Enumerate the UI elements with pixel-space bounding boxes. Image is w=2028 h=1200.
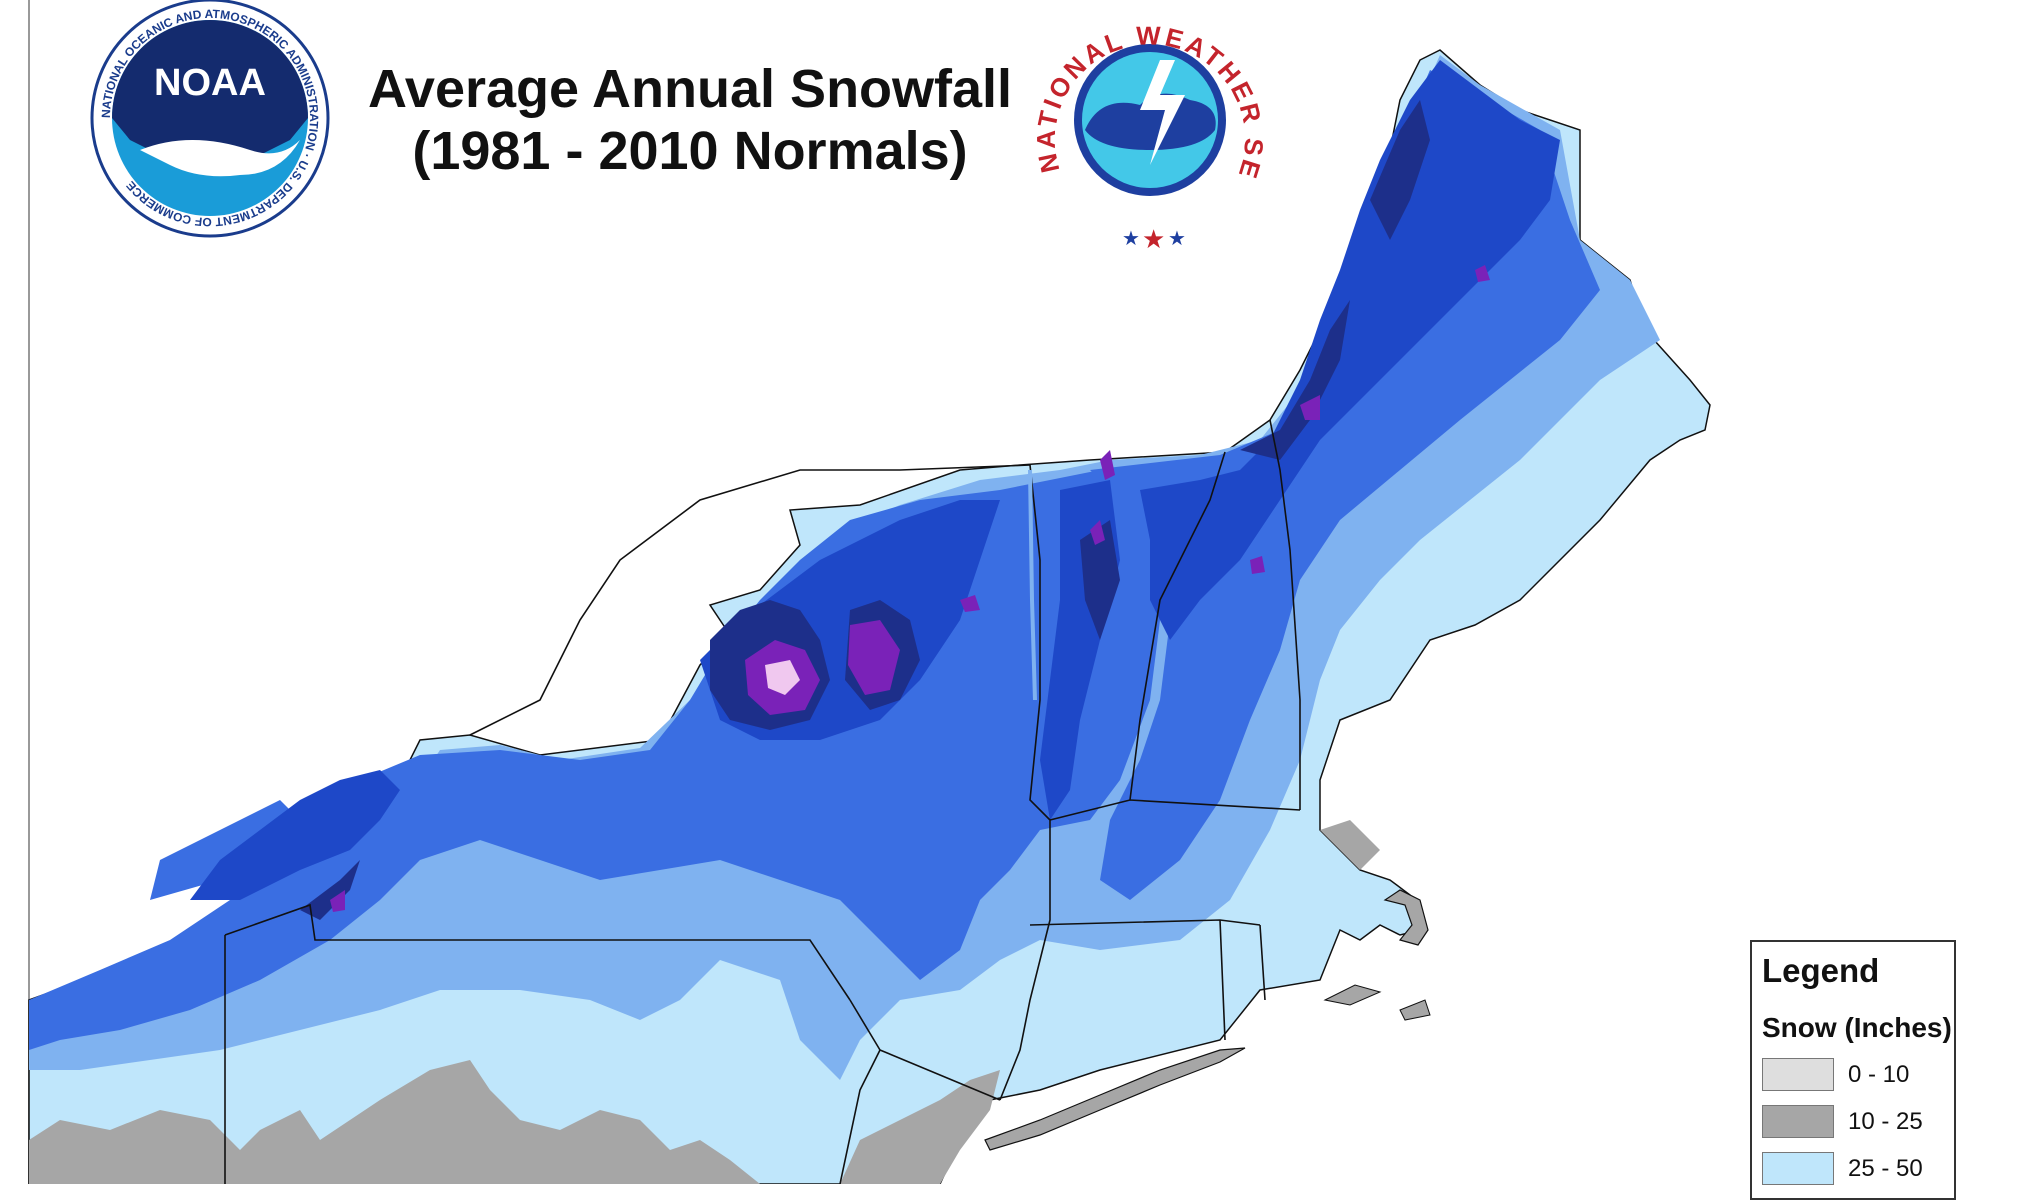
legend-swatch	[1762, 1105, 1834, 1138]
legend-item: 0 - 10	[1762, 1058, 1954, 1091]
legend-subtitle: Snow (Inches)	[1762, 1012, 1952, 1043]
title-line-1: Average Annual Snowfall	[367, 59, 1013, 119]
legend-label: 0 - 10	[1848, 1060, 1910, 1088]
legend-item: 25 - 50	[1762, 1152, 1954, 1185]
legend: Legend Snow (Inches) 0 - 10 10 - 25 25 -…	[1750, 940, 1956, 1200]
long-island	[984, 1047, 1246, 1151]
svg-text:★: ★	[1142, 224, 1165, 254]
legend-label: 25 - 50	[1848, 1154, 1923, 1182]
legend-swatch	[1762, 1058, 1834, 1091]
svg-text:★: ★	[1168, 228, 1186, 250]
legend-item: 10 - 25	[1762, 1105, 1954, 1138]
noaa-logo: NOAA NATIONAL OCEANIC AND ATMOSPHERIC AD…	[90, 0, 330, 238]
state-borders	[224, 419, 1301, 1184]
map-title: Average Annual Snowfall (1981 - 2010 Nor…	[340, 58, 1040, 182]
zone-100-150	[190, 770, 400, 900]
noaa-center-text: NOAA	[154, 62, 266, 104]
legend-title: Legend	[1762, 952, 1880, 989]
title-line-2: (1981 - 2010 Normals)	[412, 121, 968, 181]
svg-text:★: ★	[1122, 228, 1140, 250]
legend-swatch	[1762, 1152, 1834, 1185]
legend-label: 10 - 25	[1848, 1107, 1923, 1135]
cape-cod	[1383, 889, 1429, 946]
zone-250-300	[765, 660, 800, 695]
gray-region-south	[29, 1060, 760, 1184]
